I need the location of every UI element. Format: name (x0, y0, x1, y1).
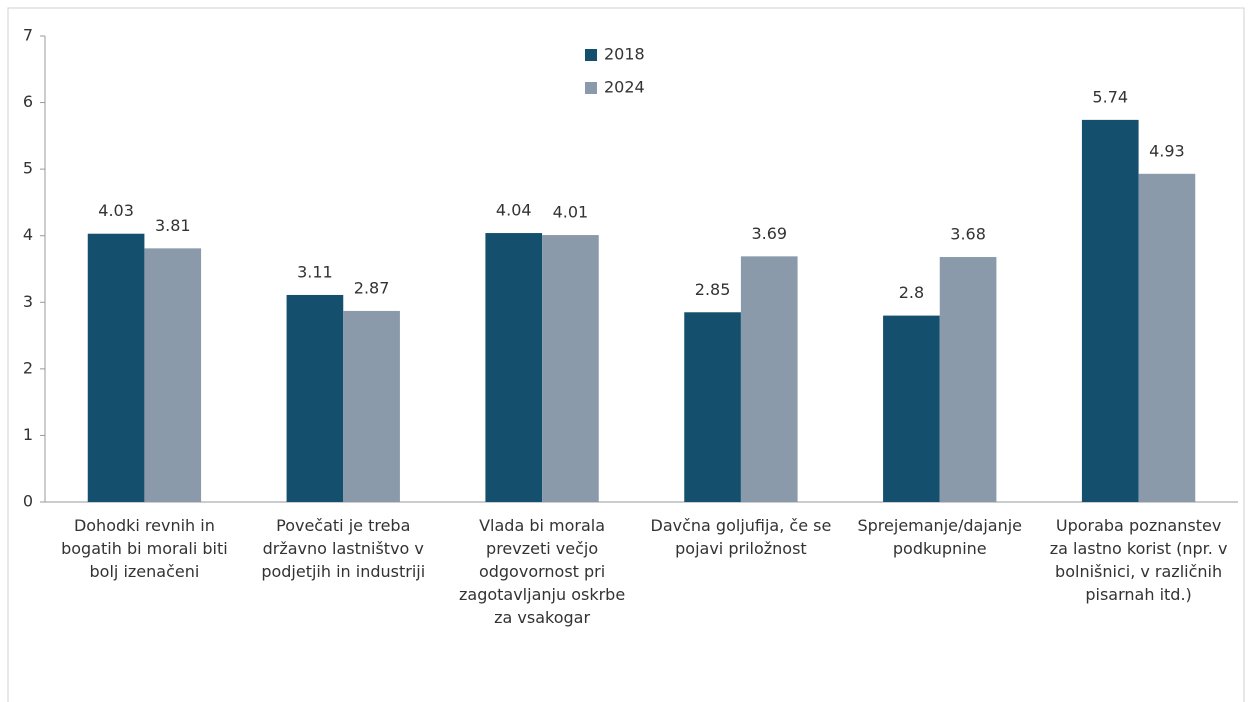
value-label: 2.87 (354, 278, 390, 297)
value-label: 5.74 (1092, 87, 1128, 106)
y-tick-label: 2 (23, 358, 33, 377)
value-label: 3.68 (950, 225, 986, 244)
bar (343, 310, 400, 502)
bar (883, 315, 940, 502)
bar (87, 233, 145, 502)
bar (939, 257, 997, 502)
value-label: 4.04 (496, 201, 532, 220)
bar (485, 233, 543, 502)
bar (542, 235, 599, 502)
value-label: 2.85 (695, 280, 731, 299)
chart-border (7, 7, 1245, 702)
y-tick-label: 4 (23, 225, 33, 244)
legend-label: 2024 (604, 78, 645, 97)
legend-swatch (585, 82, 597, 94)
x-tick-label: Dohodki revnih in bogatih bi morali biti b… (61, 516, 228, 581)
value-label: 4.01 (553, 203, 589, 222)
legend-label: 2018 (604, 45, 645, 64)
x-tick-label: Vlada bi morala prevzeti večjo odgovornost… (459, 516, 625, 627)
value-label: 4.03 (98, 201, 134, 220)
y-tick-label: 5 (23, 159, 33, 178)
y-tick-label: 3 (23, 292, 33, 311)
bar (286, 294, 344, 502)
x-tick-label: Davčna goljufija, če se pojavi priložnost (651, 516, 832, 558)
y-tick-label: 0 (23, 492, 33, 511)
value-label: 3.81 (155, 216, 191, 235)
bar (1081, 119, 1139, 502)
x-tick-label: Povečati je treba državno lastništvo v pod… (261, 516, 425, 581)
value-label: 3.69 (751, 224, 787, 243)
value-label: 4.93 (1149, 141, 1185, 160)
value-label: 3.11 (297, 262, 333, 281)
x-tick-label: Uporaba poznanstev za lastno korist (npr.… (1050, 516, 1228, 604)
bar (740, 256, 798, 502)
y-tick-label: 6 (23, 92, 33, 111)
bar (684, 312, 741, 502)
value-label: 2.8 (899, 283, 924, 302)
bar (144, 248, 202, 502)
legend-swatch (585, 49, 597, 61)
y-tick-label: 7 (23, 26, 33, 45)
y-tick-label: 1 (23, 425, 33, 444)
x-tick-label: Sprejemanje/dajanje podkupnine (857, 516, 1022, 558)
bar (1138, 173, 1196, 502)
